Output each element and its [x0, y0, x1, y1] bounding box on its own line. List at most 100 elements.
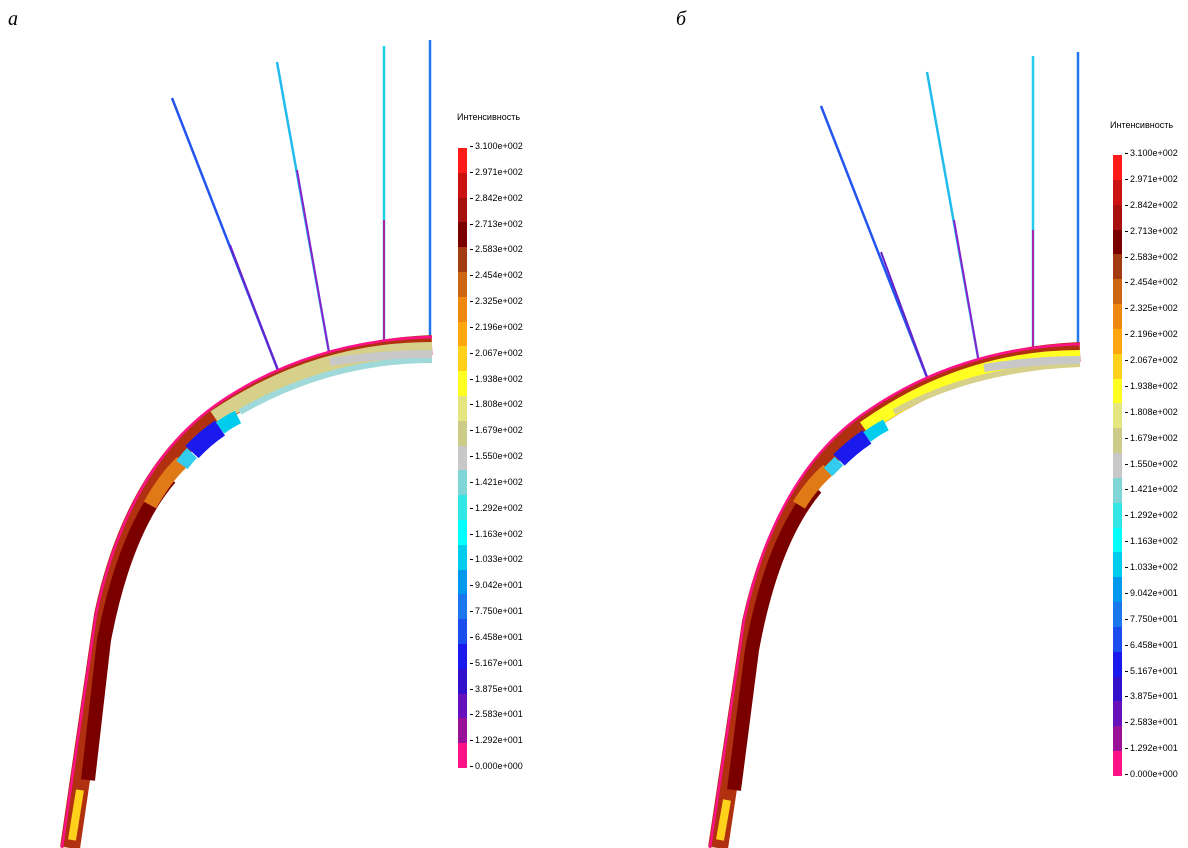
legend-tick-label: 7.750e+001	[1125, 613, 1178, 624]
shell-region	[185, 420, 226, 459]
legend-tick-label: 2.713e+002	[1125, 225, 1178, 236]
colorbar-segment	[458, 371, 467, 397]
colorbar-segment	[458, 272, 467, 298]
colorbar-segment	[458, 197, 467, 223]
colorbar-segment	[458, 247, 467, 273]
colorbar-segment	[1113, 626, 1122, 653]
colorbar-segment	[1113, 155, 1122, 181]
colorbar-segment	[1113, 378, 1122, 404]
legend-tick-label: 3.875e+001	[470, 683, 523, 694]
legend-tick-label: 2.971e+002	[470, 166, 523, 177]
colorbar-segment	[458, 520, 467, 546]
wire	[880, 251, 931, 386]
legend-tick-label: 7.750e+001	[470, 606, 523, 616]
legend-tick-label: 0.000e+000	[1125, 769, 1178, 779]
legend-title: Интенсивность	[457, 112, 521, 122]
colorbar-segment	[458, 594, 467, 620]
shell-region	[329, 350, 433, 366]
legend-tick-label: 2.583e+002	[1125, 251, 1178, 262]
legend-tick-label: 1.292e+002	[1125, 510, 1178, 521]
legend-tick-label: 1.292e+001	[470, 735, 523, 746]
colorbar-segment	[458, 172, 467, 199]
colorbar-segment	[458, 396, 467, 422]
legend-tick-label: 2.454e+002	[1125, 277, 1178, 288]
colorbar-segment	[458, 644, 467, 670]
colorbar	[458, 148, 467, 769]
legend-tick-label: 6.458e+001	[1125, 639, 1178, 650]
legend-tick-label: 3.100e+002	[470, 141, 523, 151]
legend-tick-label: 2.583e+001	[1125, 717, 1178, 728]
colorbar-segment	[1113, 353, 1122, 380]
legend-tick-label: 6.458e+001	[470, 631, 523, 642]
shell-region	[238, 357, 433, 415]
colorbar-segment	[1113, 502, 1122, 529]
colorbar-segment	[458, 296, 467, 323]
colorbar-segment	[1113, 179, 1122, 206]
legend-tick-label: 5.167e+001	[470, 657, 523, 668]
colorbar-segment	[458, 222, 467, 248]
stress-field-a	[60, 40, 433, 848]
colorbar-segment	[1113, 453, 1122, 479]
legend-tick-label: 2.196e+002	[1125, 329, 1178, 340]
colorbar-segment	[458, 668, 467, 695]
colorbar-segment	[1113, 676, 1122, 702]
colorbar-segment	[1113, 651, 1122, 678]
legend-tick-label: 5.167e+001	[1125, 665, 1178, 676]
legend-tick-label: 2.583e+002	[470, 244, 523, 255]
shell-region	[176, 448, 198, 470]
legend-tick-label: 2.842e+002	[470, 192, 523, 203]
colorbar-segment	[1113, 477, 1122, 504]
legend-tick-label: 1.421e+002	[1125, 484, 1178, 495]
legend-tick-label: 2.067e+002	[1125, 355, 1178, 365]
colorbar-segment	[458, 619, 467, 645]
legend-tick-label: 2.325e+002	[1125, 303, 1178, 314]
legend-tick-label: 1.033e+002	[470, 554, 523, 565]
legend-tick-label: 2.971e+002	[1125, 173, 1178, 184]
shell-region	[716, 799, 731, 841]
shell-region	[983, 356, 1081, 372]
legend-tick-label: 1.292e+001	[1125, 743, 1178, 754]
shell-region	[793, 464, 833, 509]
legend-tick-label: 2.842e+002	[1125, 199, 1178, 210]
legend-tick-label: 1.163e+002	[470, 528, 523, 539]
shell-region	[143, 456, 187, 509]
legend-tick-label: 9.042e+001	[1125, 587, 1178, 598]
legend-tick-label: 1.938e+002	[470, 373, 523, 384]
legend-tick-label: 9.042e+001	[470, 580, 523, 591]
colorbar-segment	[458, 544, 467, 571]
legend-tick-label: 1.550e+002	[470, 451, 523, 461]
colorbar-segment	[458, 743, 467, 769]
shell-region	[892, 361, 1081, 415]
legend-tick-label: 1.292e+002	[470, 502, 523, 513]
shell-region	[863, 419, 889, 442]
panel-a: а Интенсивность 3.100e+002 2.971e+002 2.84…	[8, 8, 523, 848]
wire	[296, 169, 331, 359]
colorbar-segment	[458, 470, 467, 496]
colorbar-segment	[458, 148, 467, 174]
stress-field-b	[708, 52, 1081, 848]
legend-tick-label: 1.679e+002	[1125, 432, 1178, 443]
colorbar-segment	[1113, 229, 1122, 255]
legend-tick-label: 1.421e+002	[470, 476, 523, 487]
colorbar-segment	[1113, 552, 1122, 578]
legend-tick-label: 1.550e+002	[1125, 458, 1178, 469]
legend-tick-label: 1.679e+002	[470, 425, 523, 436]
legend-tick-label: 2.713e+002	[470, 218, 523, 229]
legend-title: Интенсивность	[1110, 120, 1174, 130]
colorbar-segment	[1113, 254, 1122, 280]
colorbar-segment	[1113, 751, 1122, 777]
colorbar-segment	[458, 495, 467, 521]
legend-tick-label: 1.808e+002	[1125, 406, 1178, 417]
colorbar-segment	[1113, 577, 1122, 603]
legend-tick-label: 1.938e+002	[1125, 380, 1178, 391]
shell	[60, 335, 433, 848]
shell-boundary	[708, 342, 1081, 848]
colorbar-segment	[458, 718, 467, 744]
colorbar-segment	[458, 569, 467, 595]
legend-tick-label: 0.000e+000	[470, 761, 523, 771]
shell	[708, 342, 1081, 848]
legend-tick-label: 3.875e+001	[1125, 691, 1178, 702]
legend-tick-label: 2.196e+002	[470, 321, 523, 332]
colorbar-segment	[1113, 328, 1122, 355]
panel-b: б Интенсивность 3.100e+002 2.971e+002 2.84…	[594, 0, 1188, 848]
